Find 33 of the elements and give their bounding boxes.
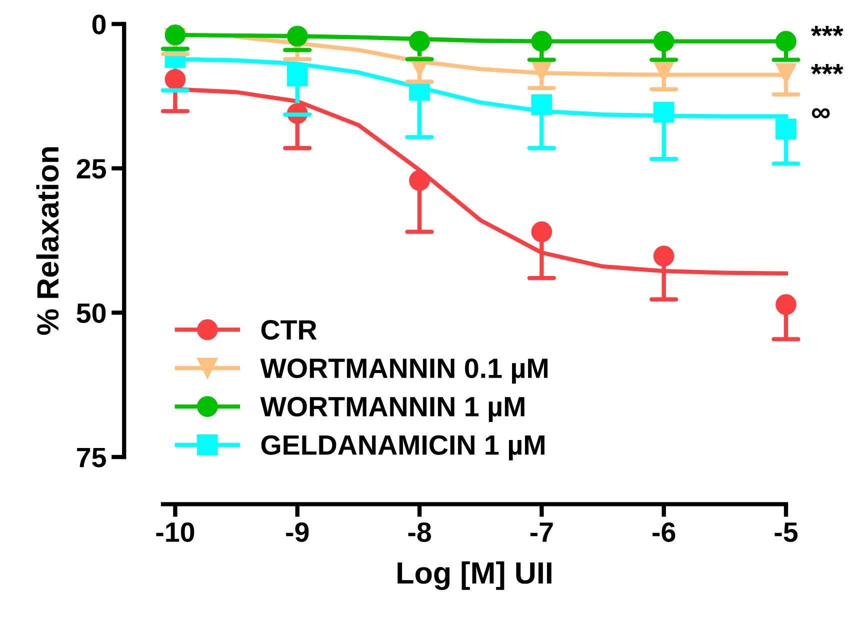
legend-label: GELDANAMICIN 1 µM bbox=[261, 435, 544, 460]
point bbox=[776, 30, 796, 52]
x-axis-title: Log [M] UII bbox=[398, 561, 552, 590]
legend-label: CTR bbox=[261, 320, 317, 340]
x-tick-label: -8 bbox=[408, 522, 432, 542]
point bbox=[653, 102, 674, 123]
x-tick-label: -7 bbox=[530, 522, 553, 542]
point bbox=[776, 118, 796, 140]
x-tick-label: -5 bbox=[774, 522, 798, 542]
legend-label: WORTMANNIN 1 µM bbox=[260, 396, 524, 422]
point bbox=[653, 30, 674, 52]
y-axis-title: % Relaxation bbox=[36, 147, 59, 335]
y-tick-label: 0 bbox=[92, 14, 106, 34]
text: *** bbox=[811, 26, 844, 36]
point bbox=[531, 221, 552, 242]
x-tick-label: -9 bbox=[286, 522, 309, 542]
legend-label: WORTMANNIN 0.1 µM bbox=[260, 358, 548, 384]
text: ∞ bbox=[812, 108, 830, 118]
point bbox=[409, 30, 430, 52]
text: *** bbox=[811, 64, 844, 74]
y-tick-label: 75 bbox=[77, 448, 106, 468]
point bbox=[531, 30, 552, 52]
x-tick-label: -6 bbox=[652, 522, 676, 542]
point bbox=[164, 69, 186, 90]
y-tick-label: 50 bbox=[76, 303, 106, 324]
point bbox=[286, 66, 308, 86]
point bbox=[653, 246, 674, 267]
y-tick-label: 25 bbox=[76, 159, 106, 179]
point bbox=[164, 24, 186, 46]
point bbox=[531, 94, 552, 116]
point bbox=[409, 170, 430, 191]
point bbox=[776, 294, 796, 315]
x-tick-label: -10 bbox=[156, 522, 194, 542]
